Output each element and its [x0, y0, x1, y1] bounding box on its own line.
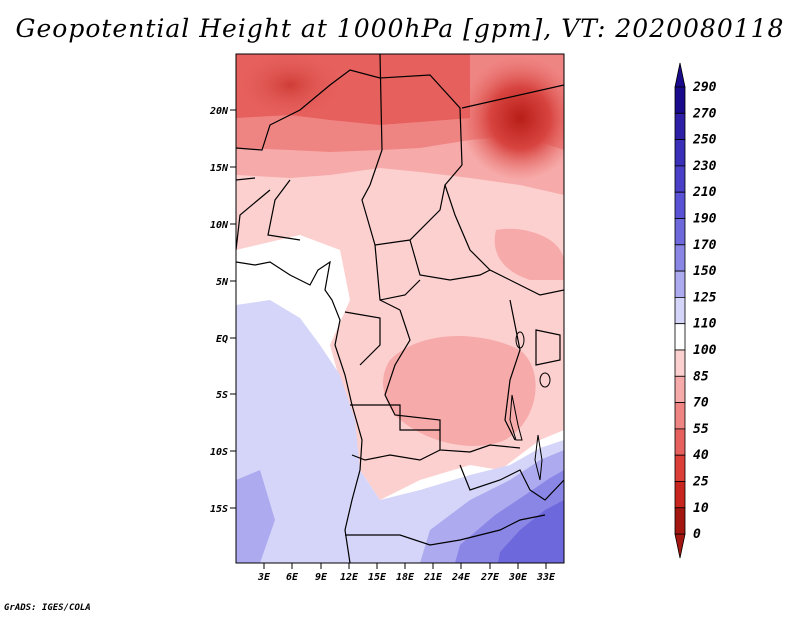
colorbar-level-label: 210 [692, 185, 717, 200]
colorbar-swatch [674, 139, 686, 167]
colorbar-level-label: 110 [693, 317, 717, 332]
lat-label-20n: 20N [209, 106, 229, 117]
lat-label-15n: 15N [210, 163, 229, 174]
colorbar-swatch [674, 454, 686, 482]
colorbar-swatch [674, 349, 686, 377]
lon-label-9e: 9E [315, 572, 328, 583]
colorbar-swatch [674, 402, 686, 430]
credit-text: GrADS: IGES/COLA [4, 603, 91, 613]
colorbar-level-label: 10 [693, 501, 709, 516]
colorbar [674, 62, 686, 559]
map-field [236, 54, 564, 563]
colorbar-level-label: 125 [693, 290, 717, 305]
map-title: Geopotential Height at 1000hPa [gpm], VT… [15, 14, 785, 43]
lon-label-12e: 12E [340, 572, 359, 583]
colorbar-labels: 2902702502302101901701501251101008570554… [692, 80, 717, 542]
latitude-axis [230, 109, 236, 509]
lon-label-24e: 24E [451, 572, 471, 583]
colorbar-swatch [674, 296, 686, 325]
colorbar-level-label: 55 [693, 422, 709, 437]
map-frame [235, 53, 565, 564]
colorbar-level-label: 230 [692, 159, 717, 174]
colorbar-swatch [674, 507, 686, 535]
colorbar-swatch [674, 244, 686, 272]
colorbar-level-label: 150 [693, 264, 717, 279]
colorbar-level-label: 290 [692, 80, 717, 95]
colorbar-swatch [674, 191, 686, 219]
lat-label-5n: 5N [216, 277, 229, 288]
lat-label-10n: 10N [210, 220, 229, 231]
colorbar-level-label: 270 [692, 106, 717, 121]
colorbar-swatch [674, 428, 686, 456]
colorbar-swatch [674, 481, 686, 509]
colorbar-level-label: 250 [692, 133, 717, 148]
lat-label-eq: EQ [216, 334, 228, 345]
lon-label-18e: 18E [396, 572, 415, 583]
colorbar-level-label: 25 [692, 475, 709, 490]
colorbar-level-label: 70 [693, 396, 709, 411]
colorbar-bottom-arrow [674, 533, 686, 559]
lon-label-6e: 6E [286, 572, 299, 583]
colorbar-swatch [674, 165, 686, 193]
lon-label-30e: 30E [508, 572, 528, 583]
colorbar-level-label: 0 [693, 527, 701, 542]
colorbar-swatch [674, 112, 686, 141]
colorbar-level-label: 170 [693, 238, 717, 253]
colorbar-top-arrow [674, 62, 686, 88]
lon-label-21e: 21E [423, 572, 443, 583]
colorbar-level-label: 40 [693, 448, 709, 463]
lat-label-5s: 5S [216, 390, 228, 401]
colorbar-swatch [674, 375, 686, 403]
lakes [509, 331, 551, 481]
lon-label-27e: 27E [480, 572, 500, 583]
colorbar-level-label: 100 [693, 343, 717, 358]
lat-label-15s: 15S [210, 504, 228, 515]
colorbar-swatch [674, 218, 686, 246]
longitude-axis [263, 563, 547, 569]
colorbar-level-label: 190 [693, 212, 717, 227]
colorbar-swatch [674, 323, 686, 351]
lon-label-3e: 3E [257, 572, 271, 583]
colorbar-swatch [674, 270, 686, 298]
lon-label-33e: 33E [536, 572, 556, 583]
lat-label-10s: 10S [210, 447, 228, 458]
coastlines-borders [236, 54, 564, 563]
lon-label-15e: 15E [368, 572, 387, 583]
colorbar-swatch [674, 86, 686, 114]
colorbar-level-label: 85 [693, 369, 709, 384]
